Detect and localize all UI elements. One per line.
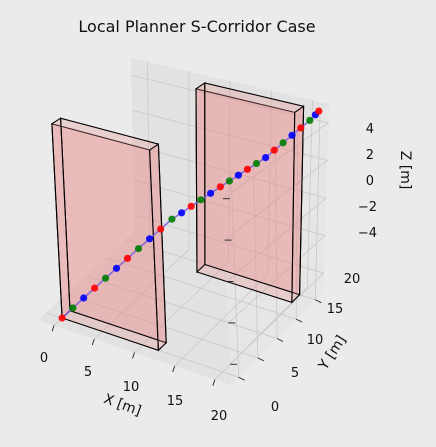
x-axis-label: X [m] [101,391,143,419]
z-gridline [131,75,330,200]
waypoint [234,171,242,179]
y-tick-label: 15 [327,302,344,317]
waypoint [123,254,132,262]
y-tick-label: 5 [291,366,299,381]
y-tick-labels: 0 5 10 15 20 [271,272,360,415]
waypoint [225,177,233,185]
z-tick-label: 4 [366,122,374,137]
waypoint [197,196,205,204]
waypoint [288,131,296,139]
z-tick-label: 0 [366,174,374,189]
y-tick [238,376,245,381]
waypoint [178,209,186,217]
waypoint [168,215,176,223]
x-tick-label: 15 [167,394,184,409]
y-tick [295,318,303,323]
waypoint [297,124,305,132]
x-tick-label: 10 [123,380,140,395]
z-gridline [131,109,329,241]
obstacle-face [291,105,305,304]
z-tick-label: −4 [358,226,377,241]
x-gridline [94,71,190,340]
x-tick [172,365,176,373]
obstacles [51,81,305,352]
z-tick-label: 2 [366,148,374,163]
waypoint [69,304,77,312]
waypoint [134,245,143,253]
x-tick-label: 5 [84,365,92,380]
y-gridline [125,110,321,301]
z-tick-label: −2 [358,200,377,215]
z-tick-labels: −4 −2 0 2 4 [358,122,377,241]
waypoint [80,294,88,302]
y-tick-label: 20 [344,272,361,287]
waypoint [252,159,261,168]
waypoint [207,189,215,197]
waypoint [270,146,278,154]
obstacle-face [195,81,206,274]
y-tick-label: 0 [271,400,279,415]
waypoint [112,264,121,272]
waypoint [146,235,154,243]
obstacle-face [149,143,167,352]
y-tick [315,299,322,304]
x-tick [132,352,135,359]
y-tick [257,357,265,362]
trajectory [58,107,323,322]
trajectory-line [61,110,320,319]
waypoint [91,284,99,292]
x-tick-label: 0 [40,351,48,366]
x-gridline [174,90,272,367]
x-tick [91,338,95,346]
waypoint [58,314,66,322]
waypoint [306,116,314,124]
waypoint [279,139,287,147]
z-gridline [132,144,327,282]
x-tick [212,379,216,386]
x-tick [51,325,55,332]
waypoint [157,225,165,233]
chart-title: Local Planner S-Corridor Case [78,17,315,36]
waypoint [216,183,224,191]
y-gridline [65,156,259,359]
z-axis-label: Z [m] [397,151,413,190]
y-tick [276,338,284,342]
x-tick-label: 20 [211,409,228,424]
waypoint [243,165,251,173]
x-tick-labels: 0 5 10 15 20 [40,351,227,424]
waypoint [187,202,195,210]
tick-marks [51,198,322,386]
y-tick-label: 10 [307,333,324,348]
waypoint [262,154,270,162]
waypoint [101,274,110,282]
waypoint [315,107,323,115]
